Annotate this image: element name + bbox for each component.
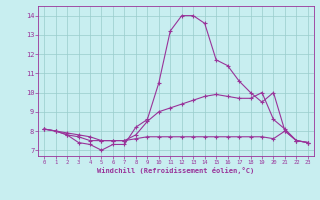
X-axis label: Windchill (Refroidissement éolien,°C): Windchill (Refroidissement éolien,°C) bbox=[97, 167, 255, 174]
